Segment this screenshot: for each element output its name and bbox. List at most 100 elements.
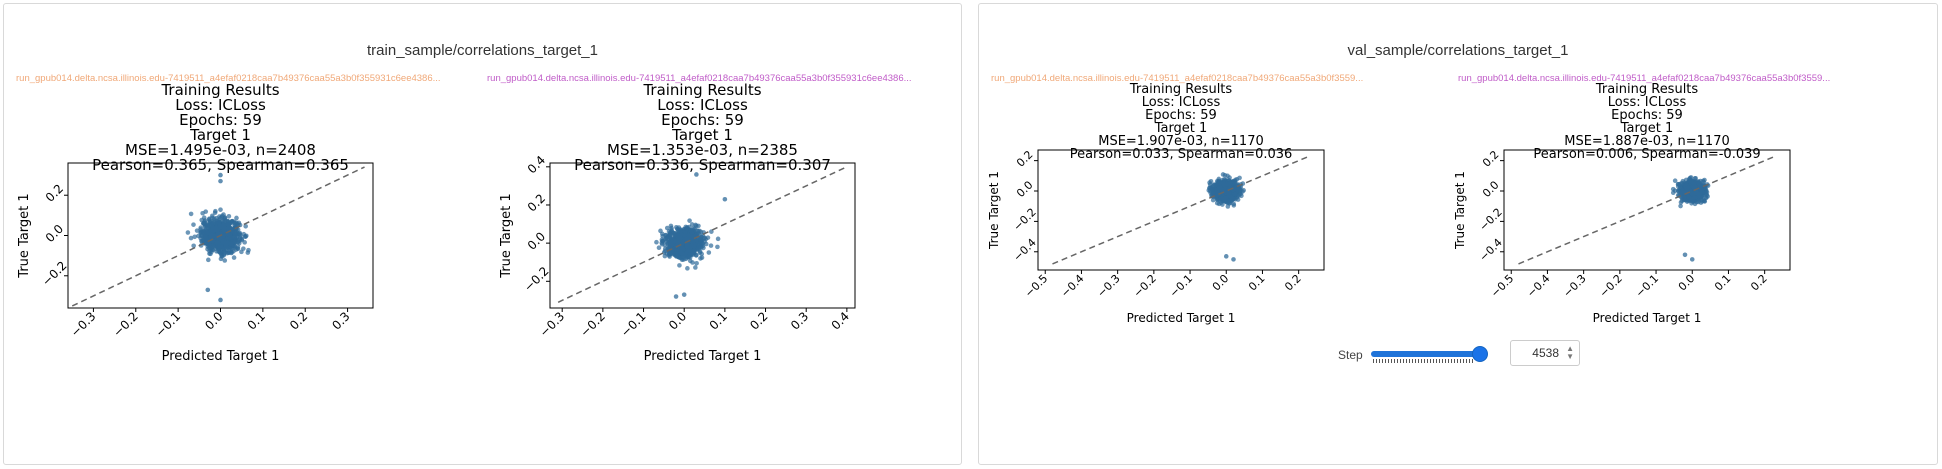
panel-title: train_sample/correlations_target_1 bbox=[367, 42, 598, 59]
x-tick-label: −0.4 bbox=[1058, 272, 1086, 300]
data-point bbox=[1670, 190, 1676, 196]
data-point bbox=[188, 235, 194, 241]
data-point bbox=[214, 240, 220, 245]
step-input[interactable]: 4538 ▲ ▼ bbox=[1510, 340, 1580, 366]
scatter-plot-train-2: Training Results Loss: ICLoss Epochs: 59 Ta… bbox=[474, 81, 954, 464]
data-point bbox=[1227, 181, 1233, 186]
data-point bbox=[673, 254, 679, 259]
data-point bbox=[208, 245, 213, 250]
data-point bbox=[681, 292, 687, 297]
data-point bbox=[1670, 186, 1676, 192]
data-point bbox=[1696, 198, 1701, 203]
y-tick-label: 0.0 bbox=[1014, 178, 1036, 200]
data-point bbox=[1692, 195, 1698, 200]
data-point bbox=[659, 237, 665, 242]
data-point bbox=[708, 243, 714, 248]
step-slider-ticks bbox=[1373, 359, 1473, 363]
chart-title-line: MSE=1.353e-03, n=2385 bbox=[607, 141, 798, 159]
x-axis-label: Predicted Target 1 bbox=[162, 349, 280, 364]
step-slider-track[interactable] bbox=[1371, 351, 1477, 357]
scatter-plot-val-1: Training Results Loss: ICLoss Epochs: 59 Ta… bbox=[979, 82, 1449, 414]
data-point bbox=[669, 239, 675, 245]
data-point bbox=[660, 233, 665, 239]
y-tick-label: 0.0 bbox=[525, 229, 548, 252]
chart-title-line: Pearson=0.006, Spearman=-0.039 bbox=[1533, 147, 1760, 162]
data-point bbox=[1684, 186, 1690, 192]
data-point bbox=[231, 255, 237, 260]
x-tick-label: −0.3 bbox=[1095, 272, 1123, 300]
data-point bbox=[231, 235, 237, 240]
data-point bbox=[656, 245, 662, 251]
data-point bbox=[1703, 186, 1708, 191]
x-tick-label: 0.3 bbox=[788, 309, 811, 332]
data-point bbox=[1232, 191, 1238, 197]
data-point bbox=[243, 223, 248, 229]
chart-title-line: Epochs: 59 bbox=[661, 111, 744, 129]
data-point bbox=[233, 247, 239, 252]
chart-title-line: Pearson=0.033, Spearman=0.036 bbox=[1070, 147, 1293, 162]
data-point bbox=[1688, 198, 1694, 203]
data-point bbox=[668, 223, 674, 229]
y-tick-label: −0.2 bbox=[1477, 206, 1505, 234]
data-point bbox=[696, 245, 701, 251]
chart-title-line: Target 1 bbox=[671, 126, 733, 144]
step-slider-thumb[interactable] bbox=[1472, 346, 1488, 362]
data-point bbox=[705, 235, 711, 240]
data-point bbox=[673, 294, 679, 299]
data-point bbox=[203, 209, 209, 214]
data-point bbox=[670, 251, 676, 257]
data-point bbox=[693, 222, 698, 228]
data-point bbox=[659, 241, 665, 247]
data-point bbox=[218, 172, 223, 178]
x-tick-label: 0.2 bbox=[747, 309, 770, 332]
data-point bbox=[693, 252, 699, 258]
data-point bbox=[694, 172, 699, 177]
data-point bbox=[1672, 178, 1678, 184]
data-point bbox=[686, 248, 692, 253]
diagonal-line bbox=[71, 166, 365, 307]
data-point bbox=[1678, 203, 1683, 209]
data-point bbox=[228, 241, 234, 247]
diagonal-line bbox=[557, 166, 848, 303]
data-point bbox=[226, 226, 231, 231]
x-tick-label: −0.2 bbox=[1597, 272, 1625, 300]
data-point bbox=[188, 211, 194, 217]
data-point bbox=[722, 196, 728, 202]
data-point bbox=[215, 231, 221, 237]
data-point bbox=[677, 236, 682, 242]
y-axis-label: True Target 1 bbox=[1453, 171, 1467, 250]
data-point bbox=[1704, 192, 1710, 198]
stepper-arrows-icon[interactable]: ▲ ▼ bbox=[1566, 344, 1574, 361]
data-point bbox=[209, 249, 214, 255]
data-point bbox=[1677, 182, 1682, 188]
x-tick-label: −0.2 bbox=[110, 309, 141, 340]
data-point bbox=[1231, 257, 1236, 262]
data-point bbox=[685, 254, 691, 260]
x-tick-label: 0.0 bbox=[666, 309, 689, 332]
data-point bbox=[1226, 190, 1232, 196]
data-point bbox=[216, 244, 222, 250]
panel-val: val_sample/correlations_target_1 run_gpu… bbox=[978, 3, 1938, 465]
data-point bbox=[692, 226, 698, 232]
data-point bbox=[1223, 254, 1229, 259]
data-point bbox=[221, 228, 226, 234]
data-point bbox=[687, 218, 692, 223]
data-point bbox=[1682, 252, 1688, 258]
data-point bbox=[198, 227, 203, 232]
data-point bbox=[219, 213, 225, 219]
y-axis-label: True Target 1 bbox=[987, 171, 1001, 250]
data-point bbox=[706, 250, 712, 255]
data-point bbox=[679, 242, 684, 248]
data-point bbox=[696, 231, 701, 236]
data-point bbox=[1235, 197, 1241, 202]
data-point bbox=[191, 243, 196, 249]
data-point bbox=[1215, 197, 1220, 203]
data-point bbox=[185, 230, 191, 235]
data-point bbox=[698, 256, 703, 261]
data-point bbox=[217, 223, 222, 229]
data-point bbox=[684, 244, 690, 249]
data-point bbox=[1222, 172, 1228, 178]
chart-title-line: Training Results bbox=[1595, 82, 1699, 97]
